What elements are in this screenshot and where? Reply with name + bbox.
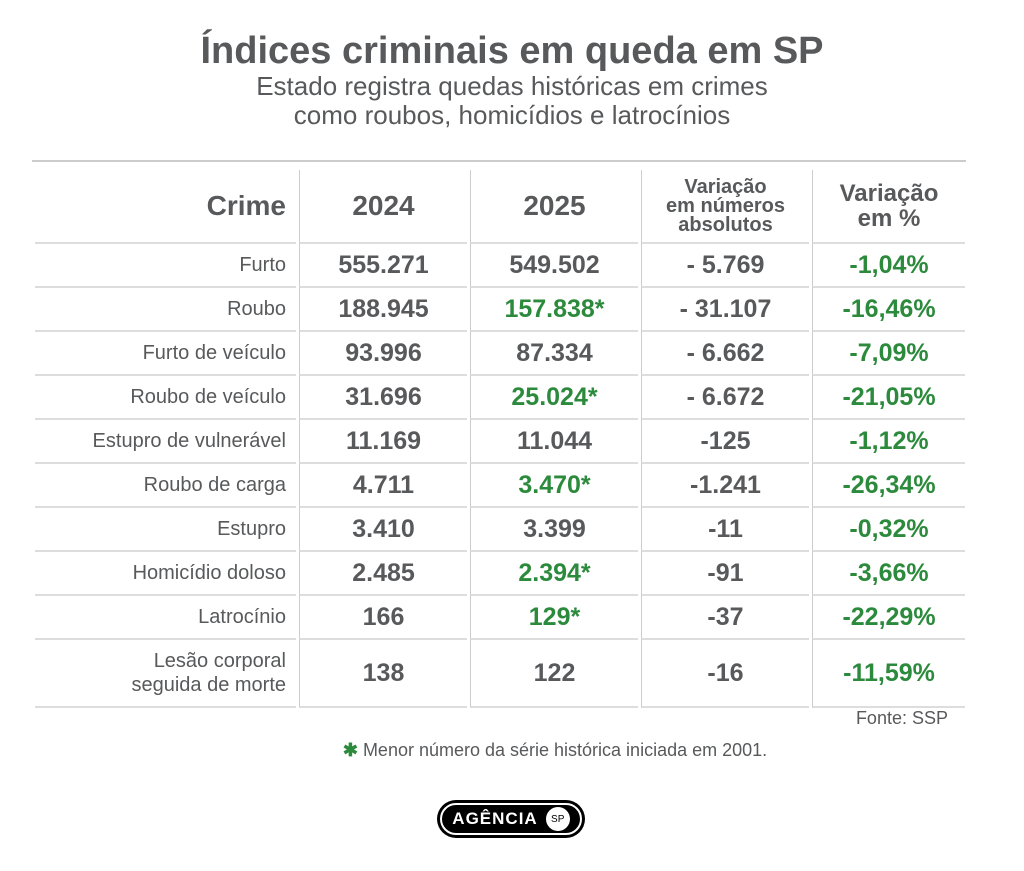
- variation-percent: -1,04%: [812, 242, 965, 286]
- header-pct: Variação em %: [812, 170, 965, 242]
- variation-absolute: - 6.662: [641, 330, 809, 374]
- subtitle: Estado registra quedas históricas em cri…: [256, 71, 768, 130]
- value-2025: 549.502: [470, 242, 638, 286]
- variation-percent: -7,09%: [812, 330, 965, 374]
- value-2024: 4.711: [299, 462, 467, 506]
- value-2025: 122: [470, 638, 638, 708]
- variation-absolute: - 5.769: [641, 242, 809, 286]
- crime-name: Estupro de vulnerável: [35, 418, 296, 462]
- header-2024: 2024: [299, 170, 467, 242]
- header-crime: Crime: [206, 190, 286, 221]
- crime-name: Estupro: [35, 506, 296, 550]
- value-2025: 2.394*: [470, 550, 638, 594]
- variation-percent: -1,12%: [812, 418, 965, 462]
- source: Fonte: SSP: [855, 708, 948, 728]
- table-row: Estupro 3.410 3.399 -11 -0,32%: [35, 506, 965, 550]
- value-2024: 166: [299, 594, 467, 638]
- table-row: Furto 555.271 549.502- 5.769 -1,04%: [35, 242, 965, 286]
- value-2025: 25.024*: [470, 374, 638, 418]
- value-2024: 31.696: [299, 374, 467, 418]
- table-header: Crime 2024 2025 Variação em números absolu…: [35, 170, 965, 242]
- value-2025: 11.044: [470, 418, 638, 462]
- crime-name: Homicídio doloso: [35, 550, 296, 594]
- crime-name: Furto de veículo: [35, 330, 296, 374]
- value-2024: 138: [299, 638, 467, 708]
- agencia-sp-logo: AGÊNCIA SP: [437, 800, 585, 838]
- variation-percent: -0,32%: [812, 506, 965, 550]
- variation-absolute: -16: [641, 638, 809, 708]
- table-row: Lesão corporal seguida de morte 138 122 -16…: [35, 638, 965, 708]
- value-2025: 3.470*: [470, 462, 638, 506]
- variation-absolute: -37: [641, 594, 809, 638]
- value-2024: 11.169: [299, 418, 467, 462]
- variation-absolute: - 31.107: [641, 286, 809, 330]
- table-row: Estupro de vulnerável 11.169 11.044 -125 -1,…: [35, 418, 965, 462]
- crime-name: Roubo de veículo: [35, 374, 296, 418]
- value-2024: 188.945: [299, 286, 467, 330]
- value-2025: 157.838*: [470, 286, 638, 330]
- variation-percent: -26,34%: [812, 462, 965, 506]
- table-row: Roubo de carga 4.711 3.470* -1.241 -26,34%: [35, 462, 965, 506]
- variation-percent: -22,29%: [812, 594, 965, 638]
- variation-absolute: -1.241: [641, 462, 809, 506]
- crime-name: Lesão corporal seguida de morte: [35, 638, 296, 708]
- crime-name: Roubo: [35, 286, 296, 330]
- header-2025: 2025: [470, 170, 638, 242]
- value-2025: 129*: [470, 594, 638, 638]
- table-row: Homicídio doloso 2.485 2.394* -91 -3,66%: [35, 550, 965, 594]
- variation-absolute: -91: [641, 550, 809, 594]
- asterisk-icon: ✱: [342, 740, 358, 760]
- footnote: ✱ Menor número da série histórica inicia…: [342, 740, 768, 760]
- crime-name: Latrocínio: [35, 594, 296, 638]
- table-row: Latrocínio 166 129* -37 -22,29%: [35, 594, 965, 638]
- value-2024: 3.410: [299, 506, 467, 550]
- variation-absolute: -11: [641, 506, 809, 550]
- variation-percent: -16,46%: [812, 286, 965, 330]
- crime-name: Furto: [35, 242, 296, 286]
- variation-percent: -3,66%: [812, 550, 965, 594]
- divider: [32, 160, 966, 162]
- variation-absolute: - 6.672: [641, 374, 809, 418]
- table-row: Furto de veículo 93.996 87.334- 6.662 -7,09…: [35, 330, 965, 374]
- value-2025: 3.399: [470, 506, 638, 550]
- header-abs: Variação em números absolutos: [641, 170, 809, 242]
- value-2024: 93.996: [299, 330, 467, 374]
- page-title: Índices criminais em queda em SP: [200, 30, 824, 72]
- variation-percent: -21,05%: [812, 374, 965, 418]
- variation-percent: -11,59%: [812, 638, 965, 708]
- table-row: Roubo de veículo 31.696 25.024* - 6.672 -21,…: [35, 374, 965, 418]
- crime-table: Crime 2024 2025 Variação em números absolu…: [32, 170, 968, 708]
- value-2024: 2.485: [299, 550, 467, 594]
- value-2024: 555.271: [299, 242, 467, 286]
- crime-name: Roubo de carga: [35, 462, 296, 506]
- table-row: Roubo 188.945 157.838* - 31.107 -16,46%: [35, 286, 965, 330]
- value-2025: 87.334: [470, 330, 638, 374]
- variation-absolute: -125: [641, 418, 809, 462]
